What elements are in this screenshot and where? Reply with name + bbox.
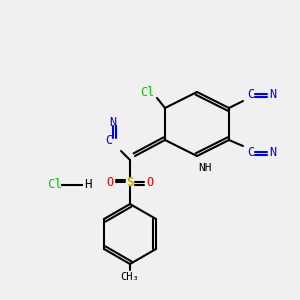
Text: S: S [126, 176, 134, 188]
Text: H: H [84, 178, 92, 191]
Text: Cl: Cl [140, 86, 154, 100]
Text: Cl: Cl [47, 178, 62, 191]
Text: NH: NH [198, 163, 212, 173]
Text: N: N [269, 88, 277, 100]
Text: C: C [105, 134, 112, 146]
Text: O: O [106, 176, 114, 188]
Text: N: N [110, 116, 117, 128]
Text: C: C [248, 146, 255, 158]
Text: CH₃: CH₃ [121, 272, 140, 282]
Text: O: O [146, 176, 154, 188]
Text: C: C [248, 88, 255, 100]
Text: N: N [269, 146, 277, 158]
